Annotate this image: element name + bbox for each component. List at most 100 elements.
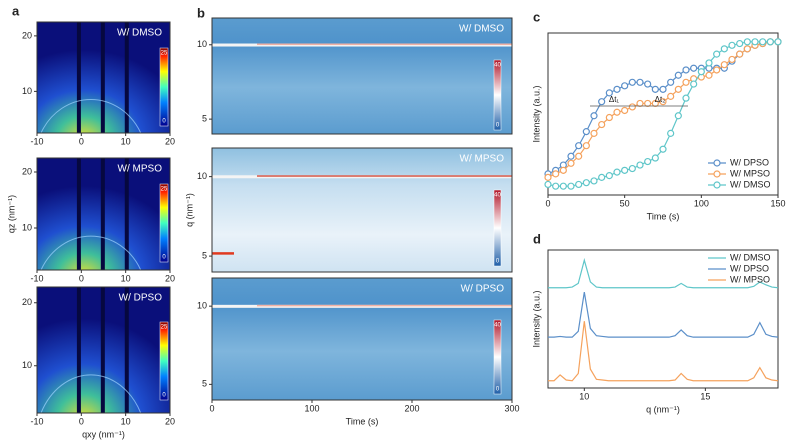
data-point	[544, 180, 552, 189]
legend-marker	[713, 181, 721, 189]
x-tick-label: -10	[30, 273, 43, 283]
data-point	[728, 41, 736, 49]
data-point	[674, 71, 682, 79]
series-line	[548, 257, 779, 289]
data-point	[613, 108, 621, 116]
data-point	[759, 38, 767, 46]
frame	[211, 17, 513, 135]
frame	[36, 286, 171, 414]
data-point	[667, 92, 675, 100]
data-point	[636, 161, 644, 169]
data-point	[674, 85, 682, 93]
x-tick-label: 0	[545, 198, 550, 208]
data-point	[636, 78, 644, 86]
data-point	[690, 64, 698, 72]
x-tick-label: 10	[121, 136, 131, 146]
data-point	[736, 50, 744, 58]
x-tick-label: 100	[694, 198, 709, 208]
detector-gap	[100, 22, 105, 133]
data-point	[728, 55, 736, 64]
x-tick-label: 0	[79, 273, 84, 283]
data-point	[621, 166, 629, 174]
y-tick-label: 10	[22, 222, 32, 232]
data-point	[659, 145, 667, 153]
data-point	[751, 38, 759, 46]
image-title: W/ MPSO	[460, 154, 505, 165]
data-point	[552, 182, 560, 190]
data-point	[644, 157, 652, 166]
legend-label: W/ DMSO	[730, 179, 771, 189]
data-point	[605, 172, 613, 180]
x-tick-label: 0	[79, 136, 84, 146]
y-axis-label: q (nm⁻¹)	[184, 193, 194, 227]
colorbar-label: 25	[161, 51, 168, 57]
colorbar	[159, 183, 169, 263]
colorbar	[493, 319, 502, 395]
data-point	[690, 80, 698, 88]
colorbar-label: 40	[494, 193, 501, 199]
x-tick-label: -10	[30, 136, 43, 146]
x-tick-label: 15	[700, 391, 710, 401]
data-point	[659, 98, 667, 106]
annotation: Δt₁	[609, 95, 620, 104]
data-point	[743, 38, 751, 46]
x-tick-label: 0	[209, 403, 214, 413]
data-point	[575, 180, 583, 189]
frame	[36, 21, 171, 134]
data-point	[544, 173, 552, 181]
frame	[547, 32, 779, 196]
frame	[36, 157, 171, 271]
data-point	[713, 66, 721, 74]
x-tick-label: 50	[620, 198, 630, 208]
image-title: W/ DPSO	[461, 284, 505, 295]
data-point	[736, 39, 744, 48]
data-point	[575, 152, 583, 160]
x-axis-label: Time (s)	[647, 211, 680, 221]
x-tick-label: -10	[30, 416, 43, 426]
panel-label: c	[533, 9, 540, 24]
x-tick-label: 10	[121, 273, 131, 283]
y-tick-label: 20	[22, 30, 32, 40]
data-point	[644, 80, 652, 88]
time-map	[212, 278, 512, 400]
x-axis-label: Time (s)	[346, 416, 379, 426]
colorbar-label: 0	[162, 119, 166, 125]
detector-gap	[76, 22, 81, 133]
data-point	[582, 179, 590, 187]
colorbar-label: 0	[496, 387, 500, 393]
ring	[40, 374, 142, 414]
y-tick-label: 10	[22, 86, 32, 96]
data-point	[651, 154, 659, 162]
data-point	[628, 164, 636, 173]
detector-gap	[124, 287, 129, 413]
legend-label: W/ DPSO	[730, 157, 769, 167]
image-title: W/ MPSO	[118, 164, 163, 175]
image-title: W/ DMSO	[117, 28, 162, 39]
y-tick-label: 5	[202, 250, 207, 260]
x-tick-label: 0	[79, 416, 84, 426]
data-point	[774, 38, 782, 46]
y-tick-label: 20	[22, 297, 32, 307]
data-point	[628, 103, 636, 111]
data-point	[582, 142, 590, 150]
x-axis-label: q (nm⁻¹)	[646, 404, 680, 414]
panel-label: a	[12, 3, 20, 18]
data-point	[605, 113, 613, 122]
data-point	[705, 59, 713, 67]
x-tick-label: 100	[304, 403, 319, 413]
y-axis-label: qz (nm⁻¹)	[6, 195, 16, 233]
time-map	[212, 148, 512, 272]
data-point	[628, 78, 636, 86]
data-point	[682, 94, 690, 102]
peak-line	[257, 304, 512, 307]
colorbar	[493, 189, 502, 267]
x-tick-label: 10	[579, 391, 589, 401]
x-tick-label: 20	[165, 416, 175, 426]
detector-gap	[124, 22, 129, 133]
ring	[40, 235, 142, 271]
y-axis-label: Intensity (a.u.)	[531, 85, 541, 142]
y-tick-label: 5	[202, 114, 207, 124]
x-tick-label: 300	[504, 403, 519, 413]
colorbar	[493, 59, 502, 131]
legend-label: W/ MPSO	[730, 274, 770, 284]
